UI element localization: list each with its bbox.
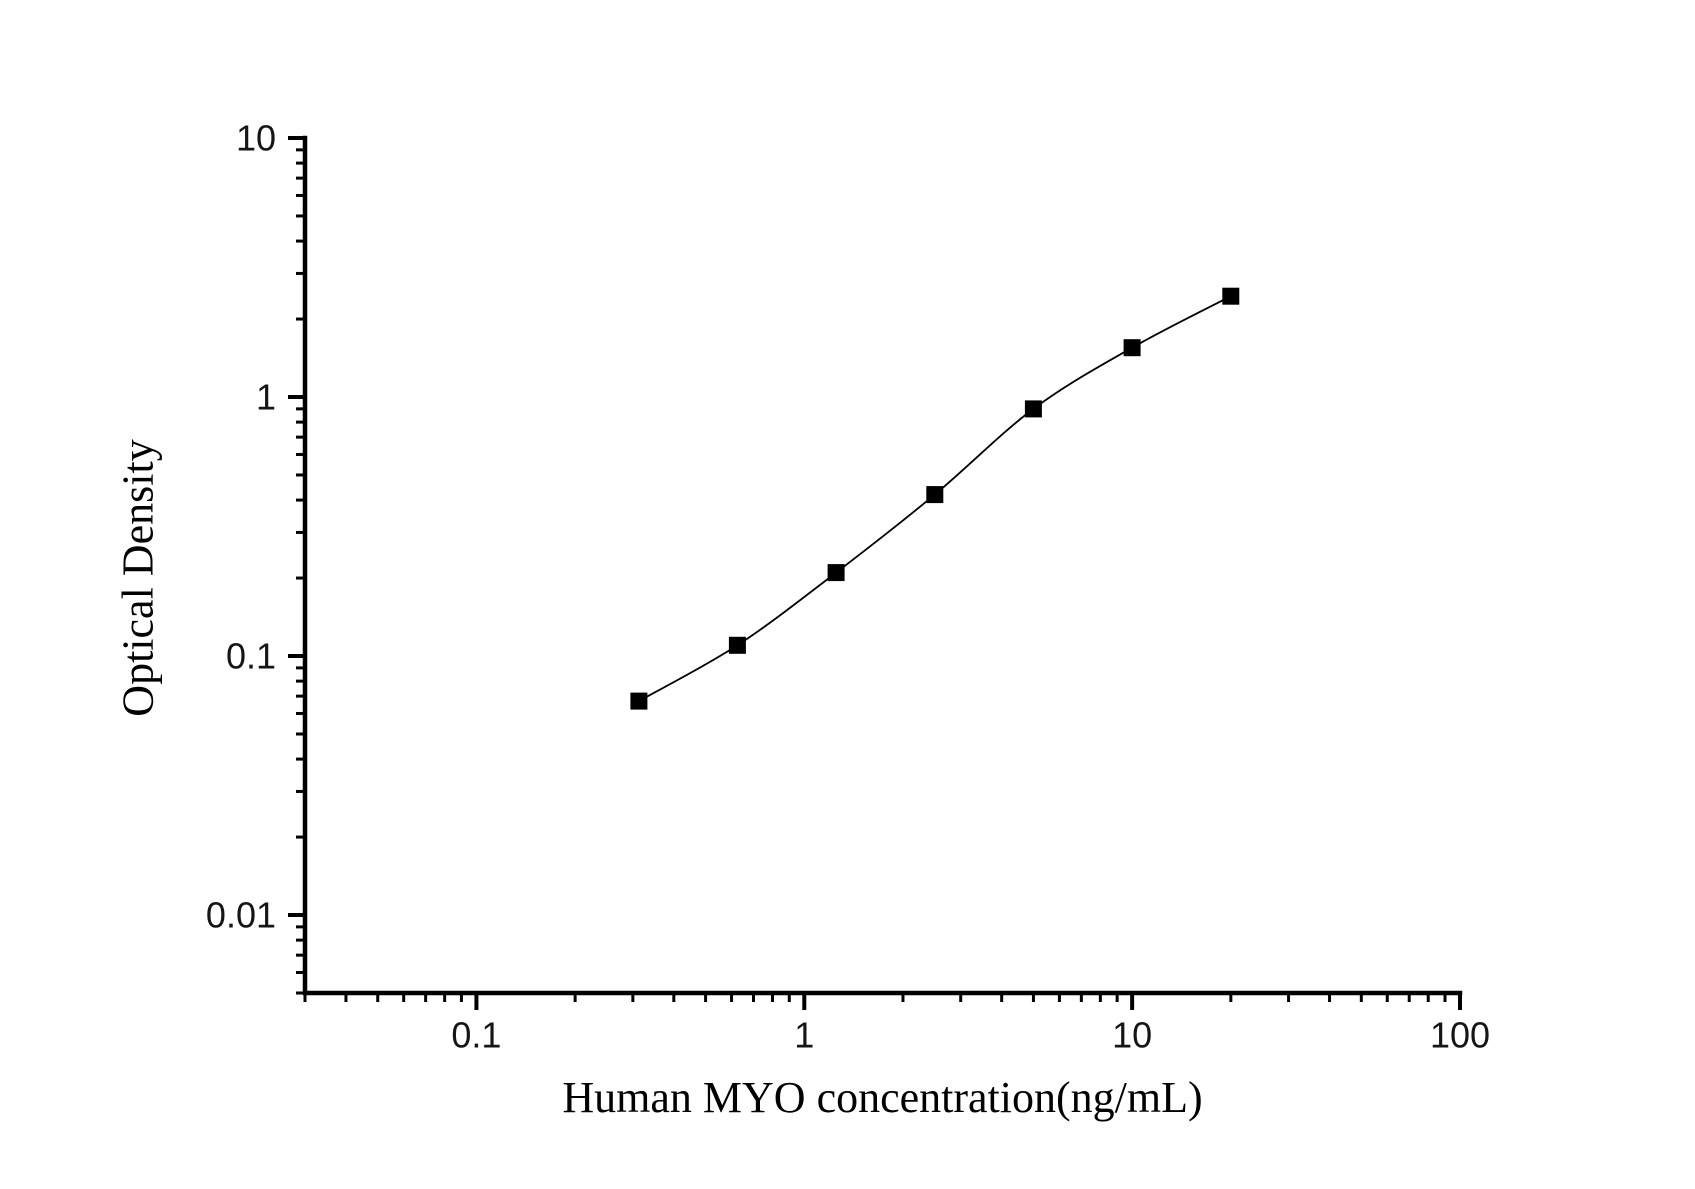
y-tick-label: 0.1 [226, 636, 276, 677]
data-point-marker [827, 564, 845, 582]
x-tick-label: 10 [1112, 1014, 1152, 1055]
x-tick-label: 1 [794, 1014, 814, 1055]
x-tick-label: 100 [1430, 1014, 1490, 1055]
data-point-marker [1222, 287, 1240, 305]
axis-spines [302, 135, 1463, 996]
y-tick-label: 0.01 [206, 895, 276, 936]
data-point-marker [1123, 339, 1141, 357]
y-axis-title: Optical Density [113, 439, 163, 717]
x-axis-title: Human MYO concentration(ng/mL) [562, 1073, 1203, 1122]
y-tick-label: 1 [256, 377, 276, 418]
data-point-marker [630, 692, 648, 710]
x-tick-label: 0.1 [451, 1014, 501, 1055]
y-tick-label: 10 [236, 118, 276, 159]
data-point-marker [1024, 400, 1042, 418]
data-point-marker [728, 636, 746, 654]
data-point-marker [926, 486, 944, 504]
